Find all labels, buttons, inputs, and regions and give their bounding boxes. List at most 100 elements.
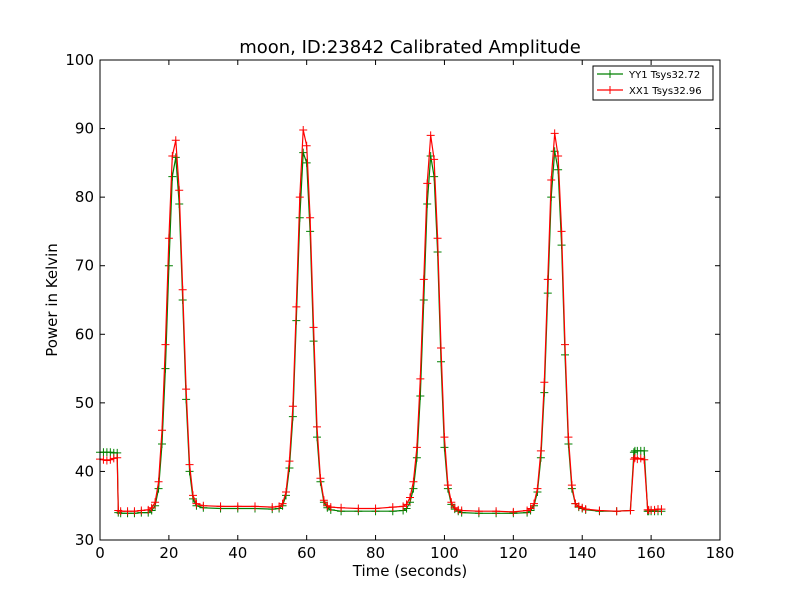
data-point	[423, 200, 432, 208]
data-point	[102, 456, 111, 465]
data-point	[175, 186, 184, 195]
data-point	[171, 153, 180, 162]
legend-marker-1	[606, 86, 614, 94]
data-point	[171, 136, 180, 145]
data-point	[406, 493, 414, 502]
data-point	[147, 503, 156, 512]
data-point	[123, 507, 132, 516]
data-point	[492, 507, 501, 516]
data-point	[540, 378, 549, 387]
data-point	[536, 446, 545, 455]
data-point	[626, 506, 635, 515]
data-point	[416, 374, 425, 383]
data-point	[554, 152, 563, 160]
data-point	[612, 507, 621, 516]
data-point	[388, 503, 397, 512]
legend-label-1: XX1 Tsys32.96	[629, 86, 702, 97]
data-point	[419, 296, 428, 304]
data-point	[550, 129, 559, 138]
data-point	[313, 422, 321, 431]
data-point	[561, 340, 569, 349]
data-point	[168, 152, 177, 160]
data-point	[278, 499, 287, 508]
data-point	[409, 477, 418, 486]
data-point	[216, 502, 225, 511]
data-point	[292, 302, 301, 311]
x-tick-label: 80	[366, 544, 385, 562]
series-markers-1	[96, 125, 666, 516]
data-point	[130, 507, 139, 516]
data-point	[233, 502, 242, 511]
data-point	[426, 131, 435, 140]
data-point	[574, 502, 583, 511]
data-point	[189, 491, 197, 500]
data-point	[629, 448, 638, 457]
data-point	[116, 507, 125, 516]
x-tick-label: 60	[297, 544, 316, 562]
data-point	[295, 193, 304, 202]
data-point	[650, 505, 659, 514]
data-point	[158, 426, 166, 435]
data-point	[154, 477, 163, 486]
data-point	[657, 505, 666, 514]
axis-ticks: 0 20 40 60 80 100 120 140 160 180 30 40 50 60 70 80 90 10…	[65, 51, 734, 562]
x-tick-label: 40	[228, 544, 247, 562]
data-point	[447, 498, 456, 507]
data-point	[285, 457, 294, 466]
data-point	[106, 448, 115, 457]
data-point	[371, 504, 380, 513]
data-point	[199, 501, 208, 510]
data-point	[306, 213, 315, 222]
data-point	[633, 455, 642, 464]
data-point	[543, 275, 552, 284]
chart-title: moon, ID:23842 Calibrated Amplitude	[239, 37, 581, 58]
data-point	[164, 261, 173, 270]
data-point	[430, 172, 439, 181]
data-point	[168, 172, 177, 181]
data-point	[185, 460, 194, 469]
data-point	[564, 433, 573, 442]
data-point	[530, 499, 538, 508]
x-tick-label: 140	[568, 544, 597, 562]
data-point	[151, 498, 160, 507]
data-point	[636, 454, 645, 463]
data-point	[578, 503, 587, 512]
legend-marker-0	[606, 70, 614, 78]
data-point	[402, 500, 411, 509]
data-point	[595, 506, 604, 515]
data-point	[251, 502, 259, 511]
data-point	[423, 179, 432, 188]
data-point	[437, 344, 445, 352]
y-tick-label: 80	[75, 188, 94, 206]
y-tick-label: 90	[75, 120, 94, 138]
data-point	[144, 505, 153, 514]
data-point	[450, 503, 459, 512]
data-point	[457, 506, 466, 515]
data-point	[106, 455, 115, 464]
y-axis-label: Power in Kelvin	[43, 243, 61, 357]
data-point	[158, 440, 166, 448]
data-point	[154, 484, 163, 493]
data-point	[137, 506, 146, 515]
data-point	[523, 506, 532, 515]
data-point	[288, 402, 297, 411]
x-tick-label: 20	[159, 544, 178, 562]
data-point	[547, 176, 556, 184]
legend-box	[592, 65, 714, 101]
x-tick-label: 180	[706, 544, 735, 562]
x-axis-label: Time (seconds)	[352, 562, 468, 580]
data-point	[164, 234, 173, 243]
y-tick-label: 100	[65, 51, 94, 69]
data-point	[302, 158, 311, 167]
x-tick-label: 0	[95, 544, 105, 562]
data-point	[409, 484, 418, 493]
data-point	[282, 488, 290, 496]
data-point	[309, 323, 318, 332]
legend-label-0: YY1 Tsys32.72	[628, 70, 700, 81]
data-point	[99, 455, 108, 464]
data-point	[581, 505, 590, 514]
plot-data-layer	[96, 125, 666, 518]
y-tick-label: 70	[75, 257, 94, 275]
data-point	[474, 507, 483, 516]
